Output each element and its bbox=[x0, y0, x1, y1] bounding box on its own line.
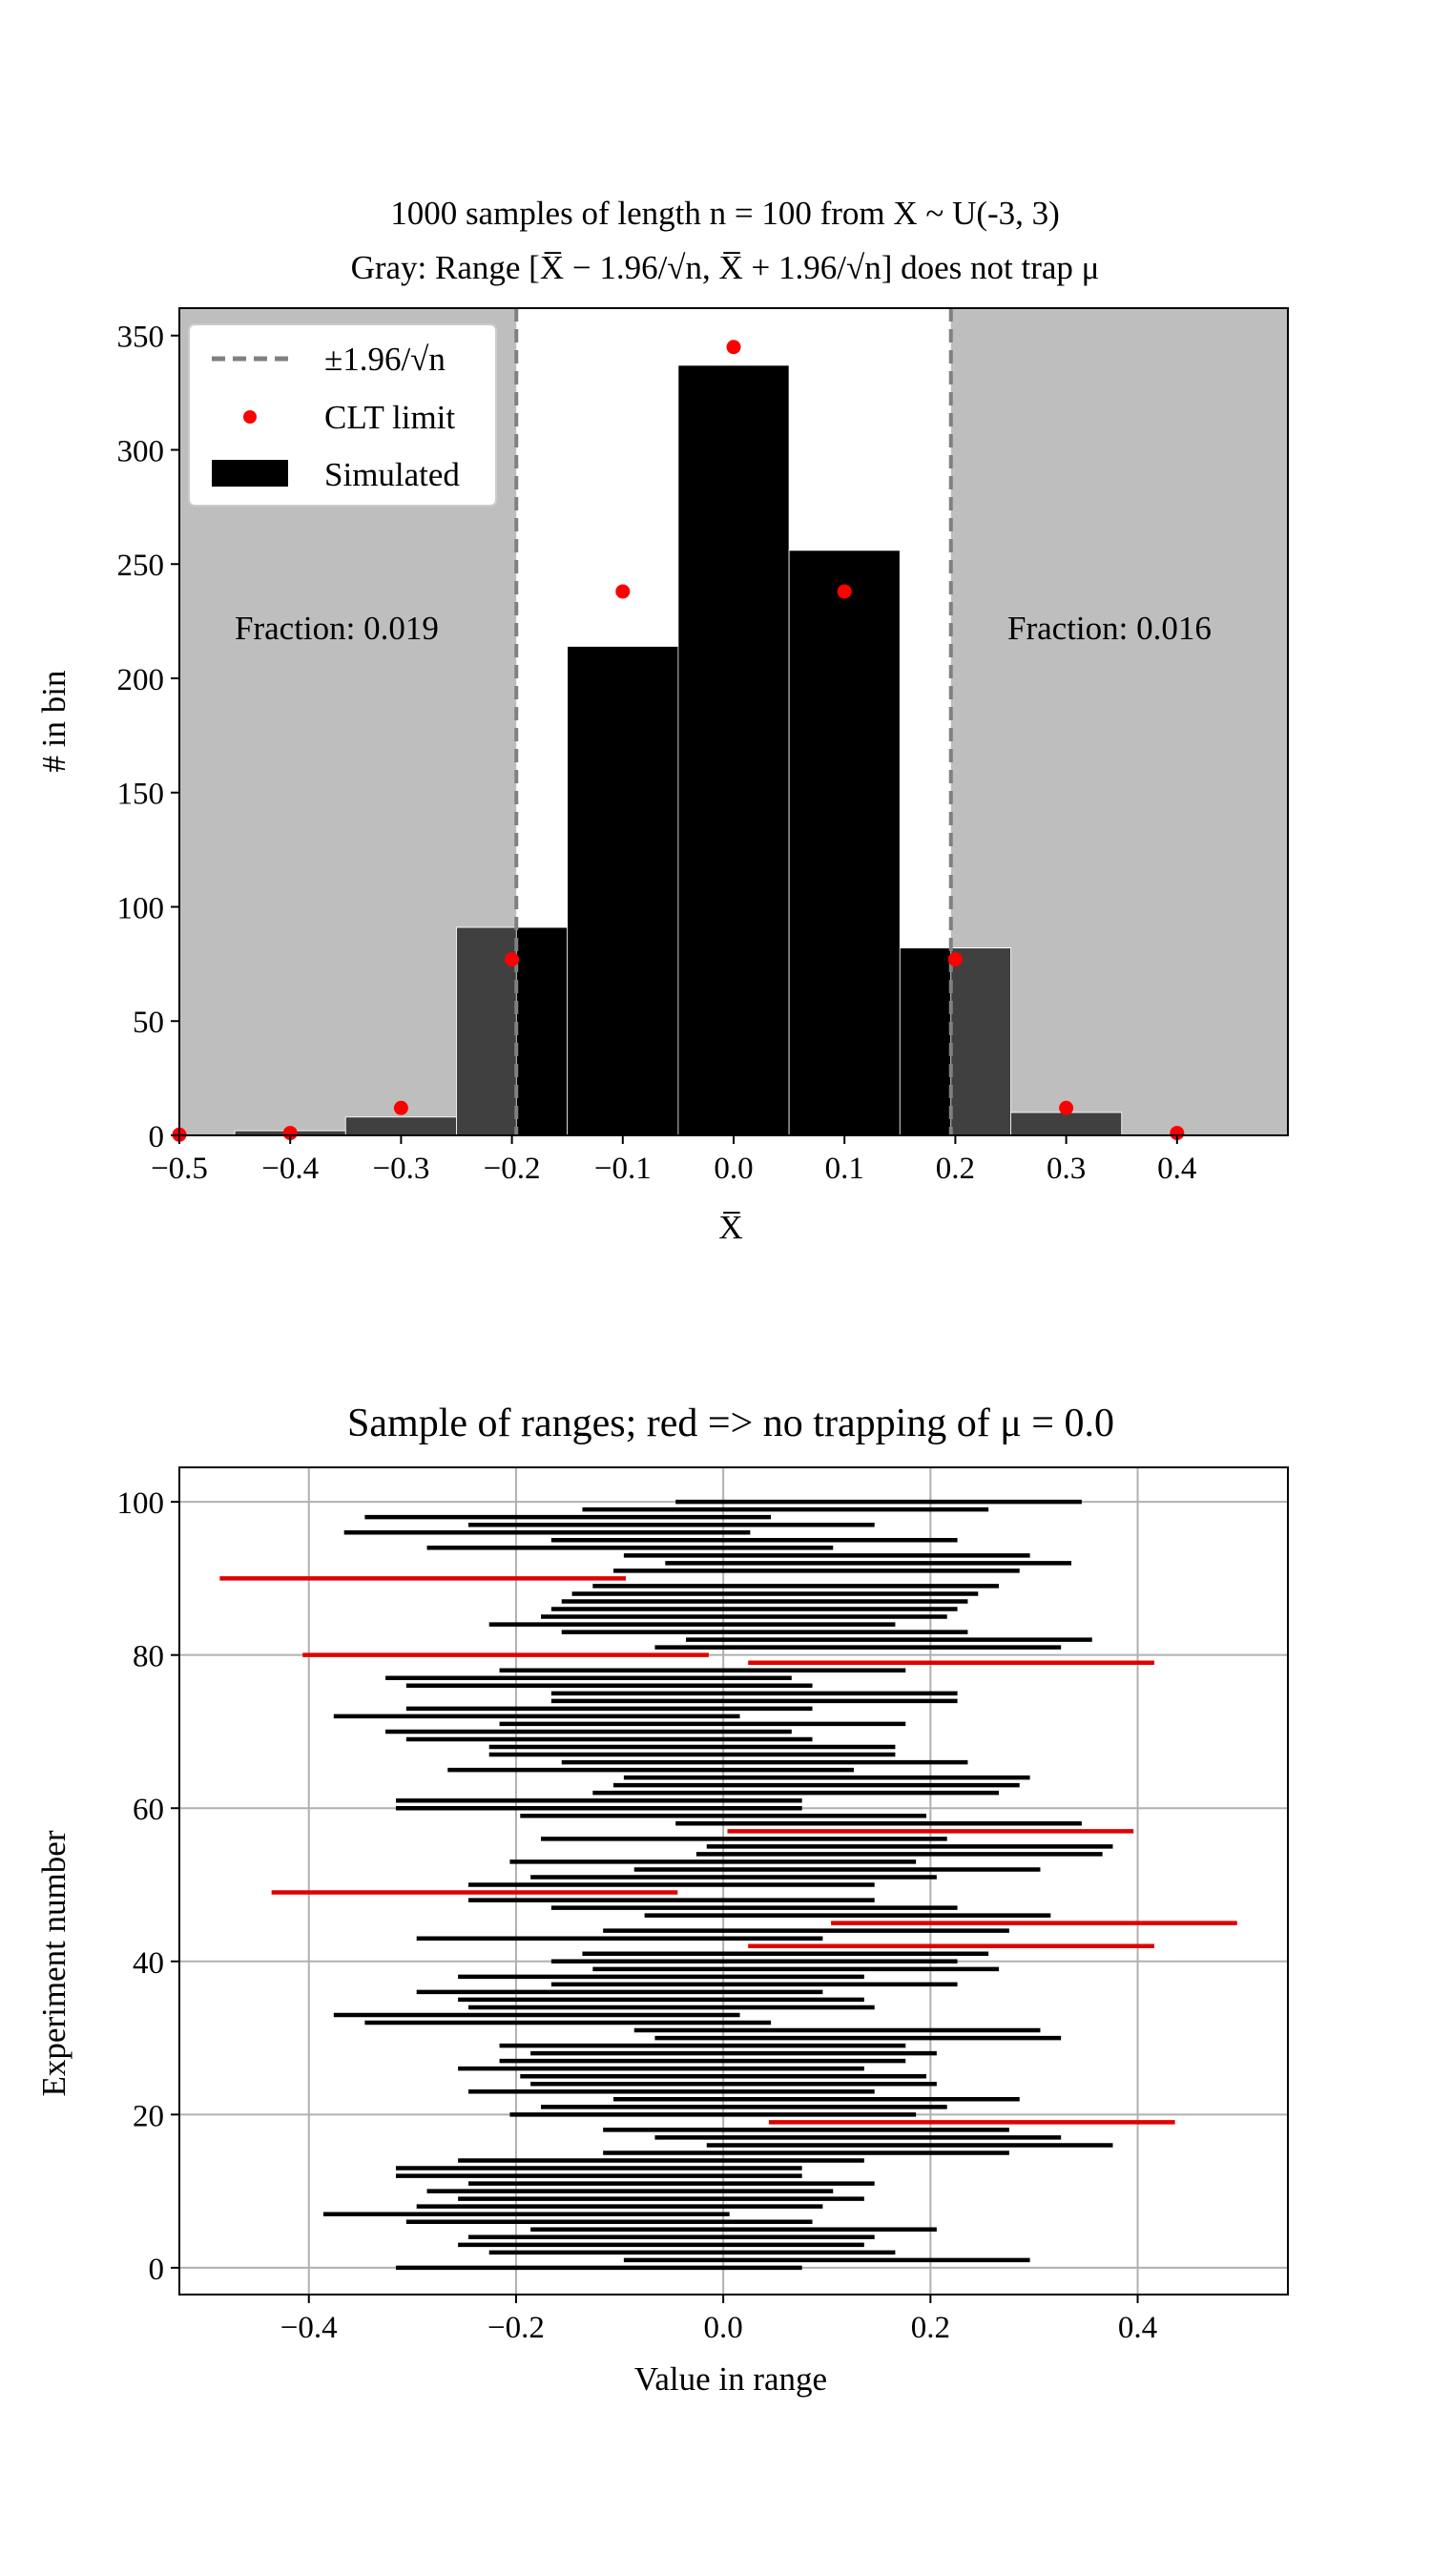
y-tick-label: 60 bbox=[133, 1793, 164, 1827]
histogram-bar-outside-part bbox=[1010, 1111, 1123, 1136]
y-tick-label: 100 bbox=[117, 1486, 165, 1521]
x-tick-label: 0.0 bbox=[714, 1152, 753, 1186]
x-tick-label: 0.2 bbox=[911, 2311, 950, 2345]
y-tick-label: 150 bbox=[117, 778, 165, 812]
clt-point bbox=[393, 1100, 408, 1115]
histogram-subtitle: Gray: Range [X̅ − 1.96/√n, X̅ + 1.96/√n]… bbox=[351, 249, 1100, 286]
y-tick-label: 200 bbox=[117, 663, 165, 697]
clt-point bbox=[615, 584, 631, 599]
ranges-xlabel: Value in range bbox=[634, 2360, 827, 2398]
histogram-bar-outside-part bbox=[950, 947, 1011, 1136]
histogram-xlabel: X̅ bbox=[718, 1209, 742, 1246]
y-tick-label: 0 bbox=[149, 2253, 165, 2287]
y-tick-label: 20 bbox=[133, 2099, 164, 2133]
y-tick-label: 350 bbox=[117, 321, 165, 355]
clt-point bbox=[505, 952, 520, 967]
clt-point bbox=[1170, 1126, 1185, 1141]
ranges-frame bbox=[178, 1466, 1289, 2296]
x-tick-label: 0.4 bbox=[1118, 2311, 1157, 2345]
y-tick-label: 100 bbox=[117, 891, 165, 925]
clt-point bbox=[1059, 1100, 1074, 1115]
histogram-title: 1000 samples of length n = 100 from X ~ … bbox=[390, 195, 1060, 232]
clt-point bbox=[282, 1126, 298, 1141]
histogram-bar-outside-part bbox=[344, 1116, 457, 1136]
x-tick-label: 0.4 bbox=[1157, 1152, 1196, 1186]
fraction-right-annotation: Fraction: 0.016 bbox=[1007, 610, 1212, 647]
x-tick-label: 0.0 bbox=[704, 2311, 743, 2345]
ranges-chart: −0.4 −0.2 0.0 0.2 0.4 0 20 40 60 80 100 bbox=[117, 1466, 1289, 2345]
x-tick-label: 0.3 bbox=[1047, 1152, 1086, 1186]
x-tick-label: −0.2 bbox=[487, 2311, 545, 2345]
legend-swatch-simulated bbox=[212, 460, 288, 487]
fraction-left-annotation: Fraction: 0.019 bbox=[235, 610, 439, 647]
y-tick-label: 80 bbox=[133, 1640, 164, 1674]
legend-label-threshold: ±1.96/√n bbox=[324, 341, 446, 378]
x-tick-label: −0.3 bbox=[372, 1152, 429, 1186]
x-tick-label: −0.2 bbox=[484, 1152, 541, 1186]
x-tick-label: −0.1 bbox=[594, 1152, 652, 1186]
histogram-bar bbox=[677, 364, 790, 1136]
legend-label-simulated: Simulated bbox=[324, 456, 460, 493]
histogram-legend: ±1.96/√n CLT limit Simulated bbox=[188, 323, 497, 507]
y-tick-label: 250 bbox=[117, 549, 165, 583]
x-tick-label: −0.5 bbox=[151, 1152, 208, 1186]
clt-point bbox=[726, 340, 741, 355]
y-tick-label: 40 bbox=[133, 1946, 164, 1981]
x-tick-label: −0.4 bbox=[280, 2311, 338, 2345]
clt-point bbox=[837, 584, 852, 599]
histogram-bar bbox=[567, 646, 679, 1136]
clt-point bbox=[947, 952, 963, 967]
histogram-bar bbox=[788, 550, 901, 1136]
ranges-title: Sample of ranges; red => no trapping of … bbox=[347, 1402, 1114, 1445]
y-tick-label: 300 bbox=[117, 434, 165, 468]
legend-label-clt: CLT limit bbox=[324, 399, 455, 436]
y-tick-label: 50 bbox=[133, 1006, 164, 1040]
x-tick-label: 0.2 bbox=[936, 1152, 975, 1186]
x-tick-label: −0.4 bbox=[261, 1152, 319, 1186]
ranges-ylabel: Experiment number bbox=[35, 1830, 73, 2096]
y-tick-label: 0 bbox=[149, 1120, 165, 1154]
histogram-ylabel: # in bin bbox=[35, 671, 73, 773]
x-tick-label: 0.1 bbox=[825, 1152, 864, 1186]
legend-swatch-clt bbox=[243, 410, 257, 424]
